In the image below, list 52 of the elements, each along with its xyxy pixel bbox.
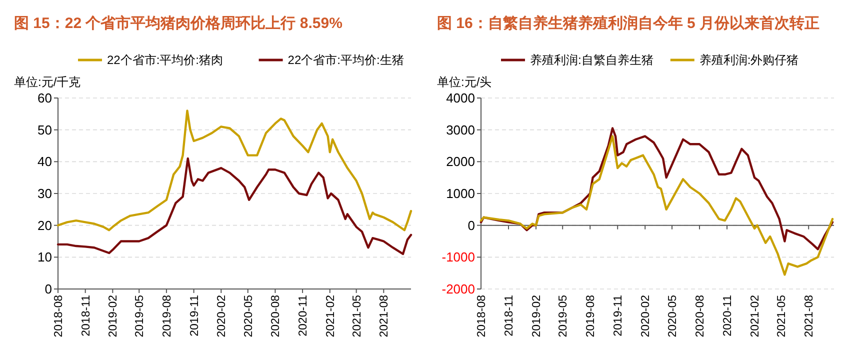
x-tick-label: 2019-02 xyxy=(108,295,120,338)
y-tick-label: 1000 xyxy=(446,186,475,202)
y-axis-title: 单位:元/千克 xyxy=(14,75,81,89)
x-tick-label: 2021-05 xyxy=(776,295,788,338)
x-tick-label: 2020-05 xyxy=(667,295,680,338)
legend-label: 养殖利润:外购仔猪 xyxy=(699,53,799,68)
y-axis-title: 单位:元/头 xyxy=(437,75,492,89)
x-tick-label: 2018-08 xyxy=(476,295,488,338)
chart-title: 图 16：自繁自养生猪养殖利润自今年 5 月份以来首次转正 xyxy=(437,14,820,32)
x-tick-label: 2021-08 xyxy=(378,295,391,338)
y-tick-label: 60 xyxy=(38,90,52,106)
x-tick-label: 2018-08 xyxy=(53,295,66,338)
line-series xyxy=(480,135,834,276)
x-tick-label: 2019-05 xyxy=(134,295,146,338)
x-tick-label: 2019-05 xyxy=(558,295,570,338)
y-tick-label: 0 xyxy=(44,282,52,297)
x-tick-label: 2021-08 xyxy=(804,295,816,338)
y-tick-label: -1000 xyxy=(442,250,475,265)
line-series xyxy=(480,127,834,250)
x-tick-label: 2018-11 xyxy=(80,295,92,336)
y-tick-label: 20 xyxy=(38,218,52,233)
x-tick-label: 2019-08 xyxy=(585,295,598,338)
y-tick-label: 30 xyxy=(38,186,52,202)
y-tick-label: 40 xyxy=(38,154,52,170)
y-tick-label: 50 xyxy=(38,122,52,138)
x-tick-label: 2020-11 xyxy=(298,295,310,336)
x-tick-label: 2021-02 xyxy=(750,295,762,338)
x-tick-label: 2020-02 xyxy=(216,295,228,338)
chart-title: 图 15：22 个省市平均猪肉价格周环比上行 8.59% xyxy=(14,14,342,32)
x-tick-label: 2020-08 xyxy=(694,295,707,338)
line-series xyxy=(56,157,412,256)
x-tick-label: 2021-05 xyxy=(351,295,364,338)
y-tick-label: 0 xyxy=(468,218,475,233)
x-tick-label: 2020-08 xyxy=(270,295,282,338)
x-tick-label: 2020-11 xyxy=(722,295,734,336)
legend-label: 22个省市:平均价:猪肉 xyxy=(107,53,224,68)
x-tick-label: 2019-02 xyxy=(531,295,544,338)
x-tick-label: 2019-11 xyxy=(612,295,625,336)
x-tick-label: 2020-02 xyxy=(640,295,652,338)
y-tick-label: -2000 xyxy=(442,282,475,297)
y-tick-label: 3000 xyxy=(446,122,475,138)
y-tick-label: 10 xyxy=(38,250,52,265)
x-tick-label: 2019-08 xyxy=(161,295,174,338)
x-tick-label: 2020-05 xyxy=(242,295,255,338)
line-series xyxy=(56,110,412,232)
x-tick-label: 2019-11 xyxy=(188,295,201,336)
x-tick-label: 2018-11 xyxy=(504,295,516,336)
legend-label: 养殖利润:自繁自养生猪 xyxy=(530,53,654,68)
x-tick-label: 2021-02 xyxy=(324,295,337,338)
y-tick-label: 2000 xyxy=(446,154,475,170)
legend-label: 22个省市:平均价:生猪 xyxy=(288,53,404,68)
y-tick-label: 4000 xyxy=(446,90,475,106)
